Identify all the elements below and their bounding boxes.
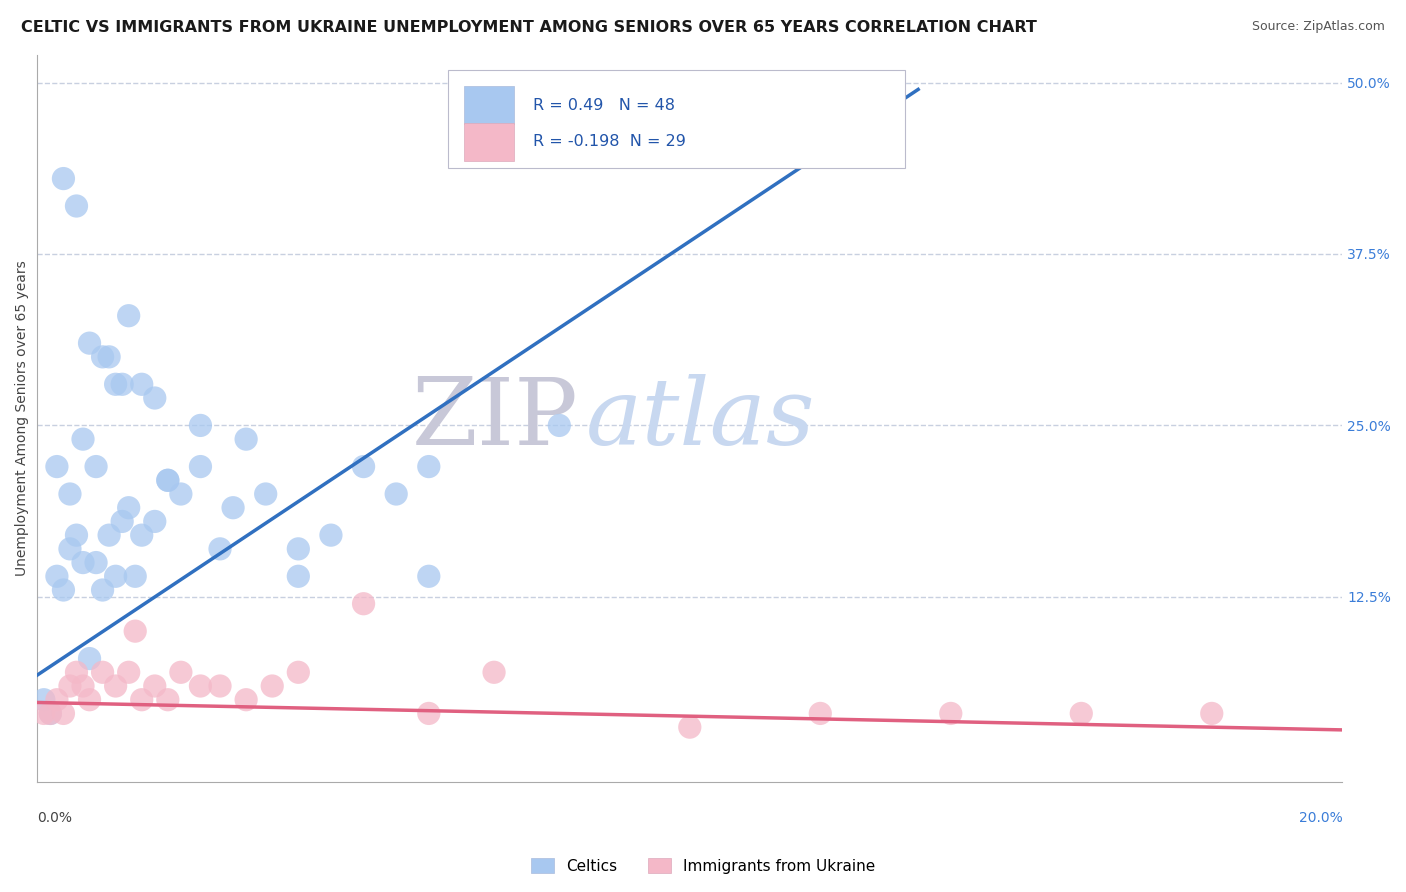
- Point: [91, 582, 114, 597]
- Point: [59, 679, 82, 693]
- Point: [39, 706, 62, 721]
- Point: [131, 692, 153, 706]
- Point: [52, 706, 75, 721]
- Point: [262, 679, 284, 693]
- Point: [170, 487, 193, 501]
- Point: [287, 665, 309, 680]
- Point: [939, 706, 962, 721]
- Point: [72, 432, 94, 446]
- Point: [156, 692, 179, 706]
- Point: [32, 692, 55, 706]
- Text: ZIP: ZIP: [412, 374, 579, 464]
- Legend: Celtics, Immigrants from Ukraine: Celtics, Immigrants from Ukraine: [524, 852, 882, 880]
- Text: 0.0%: 0.0%: [38, 811, 72, 825]
- Point: [156, 473, 179, 487]
- Point: [679, 720, 702, 734]
- Text: Source: ZipAtlas.com: Source: ZipAtlas.com: [1251, 20, 1385, 33]
- Point: [124, 624, 146, 639]
- Point: [79, 336, 101, 351]
- Point: [208, 679, 231, 693]
- Text: 20.0%: 20.0%: [1299, 811, 1343, 825]
- Point: [143, 515, 166, 529]
- Point: [65, 665, 87, 680]
- Point: [111, 377, 134, 392]
- Point: [91, 665, 114, 680]
- Text: CELTIC VS IMMIGRANTS FROM UKRAINE UNEMPLOYMENT AMONG SENIORS OVER 65 YEARS CORRE: CELTIC VS IMMIGRANTS FROM UKRAINE UNEMPL…: [21, 20, 1038, 35]
- Point: [111, 515, 134, 529]
- Point: [319, 528, 342, 542]
- Point: [52, 171, 75, 186]
- Point: [91, 350, 114, 364]
- Point: [235, 692, 257, 706]
- Point: [190, 418, 212, 433]
- Point: [353, 597, 375, 611]
- Point: [59, 487, 82, 501]
- Point: [808, 706, 831, 721]
- Point: [482, 665, 505, 680]
- Point: [98, 350, 121, 364]
- Point: [79, 692, 101, 706]
- Point: [118, 309, 141, 323]
- Point: [143, 679, 166, 693]
- Text: R = -0.198  N = 29: R = -0.198 N = 29: [533, 134, 686, 149]
- Point: [45, 459, 67, 474]
- Point: [72, 556, 94, 570]
- Point: [65, 199, 87, 213]
- Text: atlas: atlas: [585, 374, 815, 464]
- Point: [104, 569, 127, 583]
- Point: [385, 487, 408, 501]
- Point: [45, 569, 67, 583]
- Point: [548, 418, 571, 433]
- Point: [287, 541, 309, 556]
- Point: [118, 500, 141, 515]
- Point: [72, 679, 94, 693]
- FancyBboxPatch shape: [464, 123, 513, 161]
- Point: [170, 665, 193, 680]
- Point: [84, 459, 107, 474]
- Point: [1070, 706, 1092, 721]
- Point: [418, 706, 440, 721]
- Point: [143, 391, 166, 405]
- Point: [59, 541, 82, 556]
- Point: [353, 459, 375, 474]
- Point: [222, 500, 245, 515]
- Point: [98, 528, 121, 542]
- Point: [124, 569, 146, 583]
- Point: [235, 432, 257, 446]
- Point: [131, 528, 153, 542]
- FancyBboxPatch shape: [464, 87, 513, 124]
- Point: [104, 377, 127, 392]
- Point: [65, 528, 87, 542]
- Point: [52, 582, 75, 597]
- FancyBboxPatch shape: [449, 70, 905, 168]
- Point: [190, 459, 212, 474]
- Point: [287, 569, 309, 583]
- Point: [418, 459, 440, 474]
- Point: [418, 569, 440, 583]
- Point: [156, 473, 179, 487]
- Y-axis label: Unemployment Among Seniors over 65 years: Unemployment Among Seniors over 65 years: [15, 260, 30, 576]
- Point: [39, 706, 62, 721]
- Point: [84, 556, 107, 570]
- Point: [190, 679, 212, 693]
- Point: [1201, 706, 1223, 721]
- Point: [45, 692, 67, 706]
- Point: [254, 487, 277, 501]
- Point: [131, 377, 153, 392]
- Point: [104, 679, 127, 693]
- Text: R = 0.49   N = 48: R = 0.49 N = 48: [533, 98, 675, 112]
- Point: [79, 651, 101, 665]
- Point: [32, 706, 55, 721]
- Point: [118, 665, 141, 680]
- Point: [208, 541, 231, 556]
